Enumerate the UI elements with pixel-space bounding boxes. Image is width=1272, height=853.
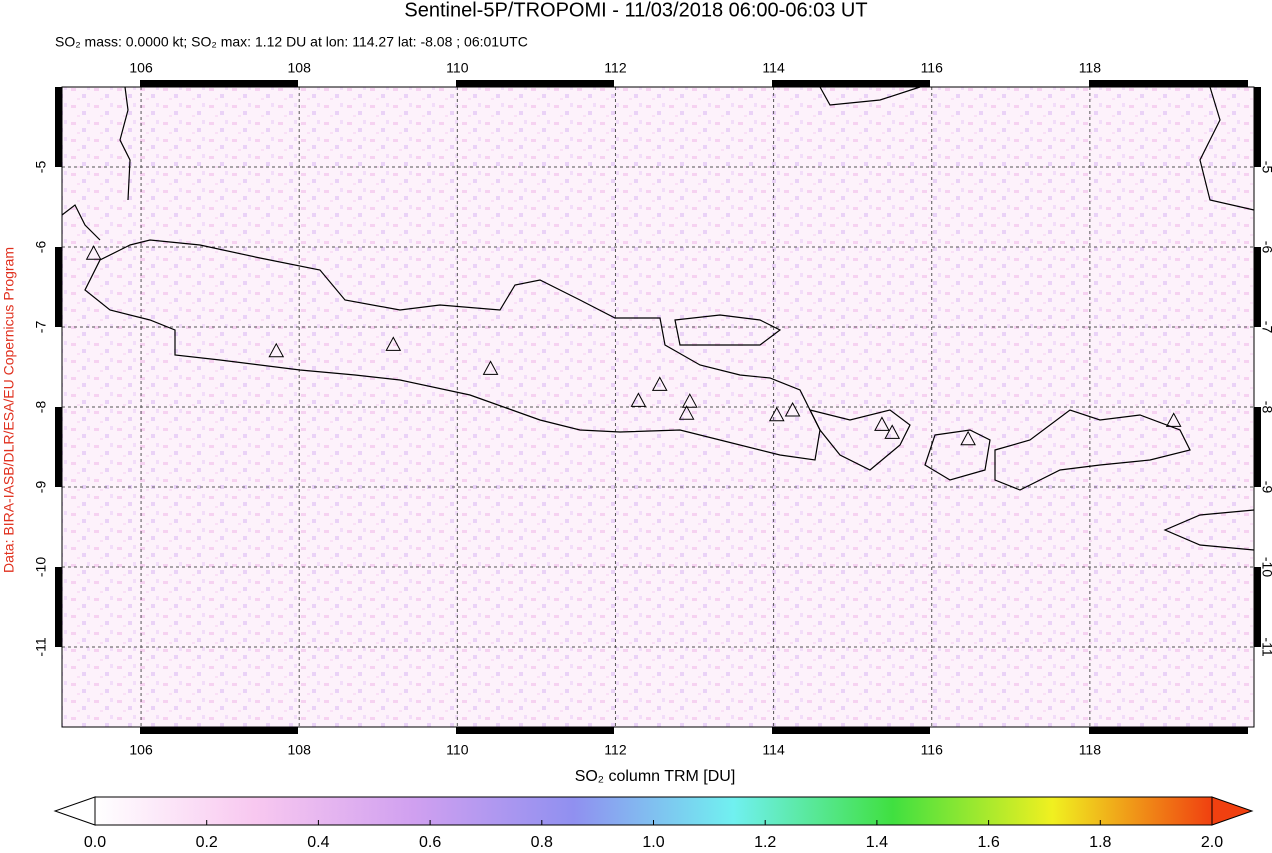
colorbar-tick-label: 0.6 [419,834,441,851]
volcano [884,424,901,439]
chart-title: Sentinel-5P/TROPOMI - 11/03/2018 06:00-0… [404,0,867,21]
x-tick-label: 106 [129,60,153,76]
volcano [85,245,102,260]
x-tick-label: 114 [762,742,785,758]
colorbar-tick-label: 1.4 [866,834,888,851]
x-tick-label: 110 [446,742,469,758]
coastline [674,314,782,346]
volcano [630,392,647,407]
y-tick-label: -5 [33,161,49,174]
volcano [385,336,402,351]
y-tick-label: -6 [33,241,49,254]
credit: Data: BIRA-IASB/DLR/ESA/EU Copernicus Pr… [1,247,17,573]
x-tick-label: 108 [288,60,312,76]
volcano [678,405,695,420]
volcano [784,401,801,417]
map-area [55,80,1261,734]
volcano [482,360,499,375]
colorbar-tick-label: 1.2 [754,834,776,851]
y-tick-label: -8 [1259,401,1272,414]
volcano [960,430,976,446]
x-tick-label: 112 [604,742,627,758]
coastline [808,409,911,471]
colorbar-tick-label: 0.8 [531,834,553,851]
colorbar-title: SO₂ column TRM [DU] [575,768,736,785]
coastline [84,239,821,461]
subtitle: SO₂ mass: 0.0000 kt; SO₂ max: 1.12 DU at… [55,34,528,50]
volcano [1165,412,1182,427]
x-tick-label: 106 [129,742,153,758]
colorbar-tick-label: 0.2 [196,834,218,851]
y-tick-label: -7 [33,321,49,334]
x-tick-label: 108 [288,742,312,758]
coastline [994,409,1191,491]
x-tick-label: 116 [921,742,944,758]
y-tick-label: -10 [33,557,49,577]
x-tick-label: 110 [446,60,469,76]
y-tick-label: -11 [33,637,49,656]
frame-bars [55,80,1261,734]
colorbar-tick-label: 0.4 [307,834,329,851]
x-tick-label: 118 [1079,60,1102,76]
volcano [768,406,785,422]
volcano [681,393,698,408]
y-tick-label: -7 [1259,321,1272,334]
coastline [924,429,991,481]
volcano [268,342,285,358]
colorbar-tick-label: 1.8 [1089,834,1111,851]
colorbar-extend-low [53,796,96,826]
y-tick-label: -6 [1259,241,1272,254]
colorbar-tick-label: 1.6 [977,834,999,851]
colorbar-tick-label: 1.0 [642,834,664,851]
y-tick-label: -9 [33,481,49,494]
colorbar-extend-high [1211,796,1254,826]
x-tick-label: 116 [921,60,944,76]
volcano [651,376,668,391]
y-tick-label: -11 [1259,637,1272,656]
y-tick-label: -9 [1259,481,1272,494]
colorbar-tick-label: 0.0 [84,834,106,851]
y-tick-label: -10 [1259,557,1272,577]
x-tick-label: 112 [604,60,627,76]
x-tick-label: 114 [762,60,785,76]
coastline [61,86,1255,551]
x-tick-label: 118 [1079,742,1102,758]
colorbar-tick-label: 2.0 [1201,834,1223,851]
y-tick-label: -8 [33,401,49,414]
y-tick-label: -5 [1259,161,1272,174]
volcano [874,416,890,431]
